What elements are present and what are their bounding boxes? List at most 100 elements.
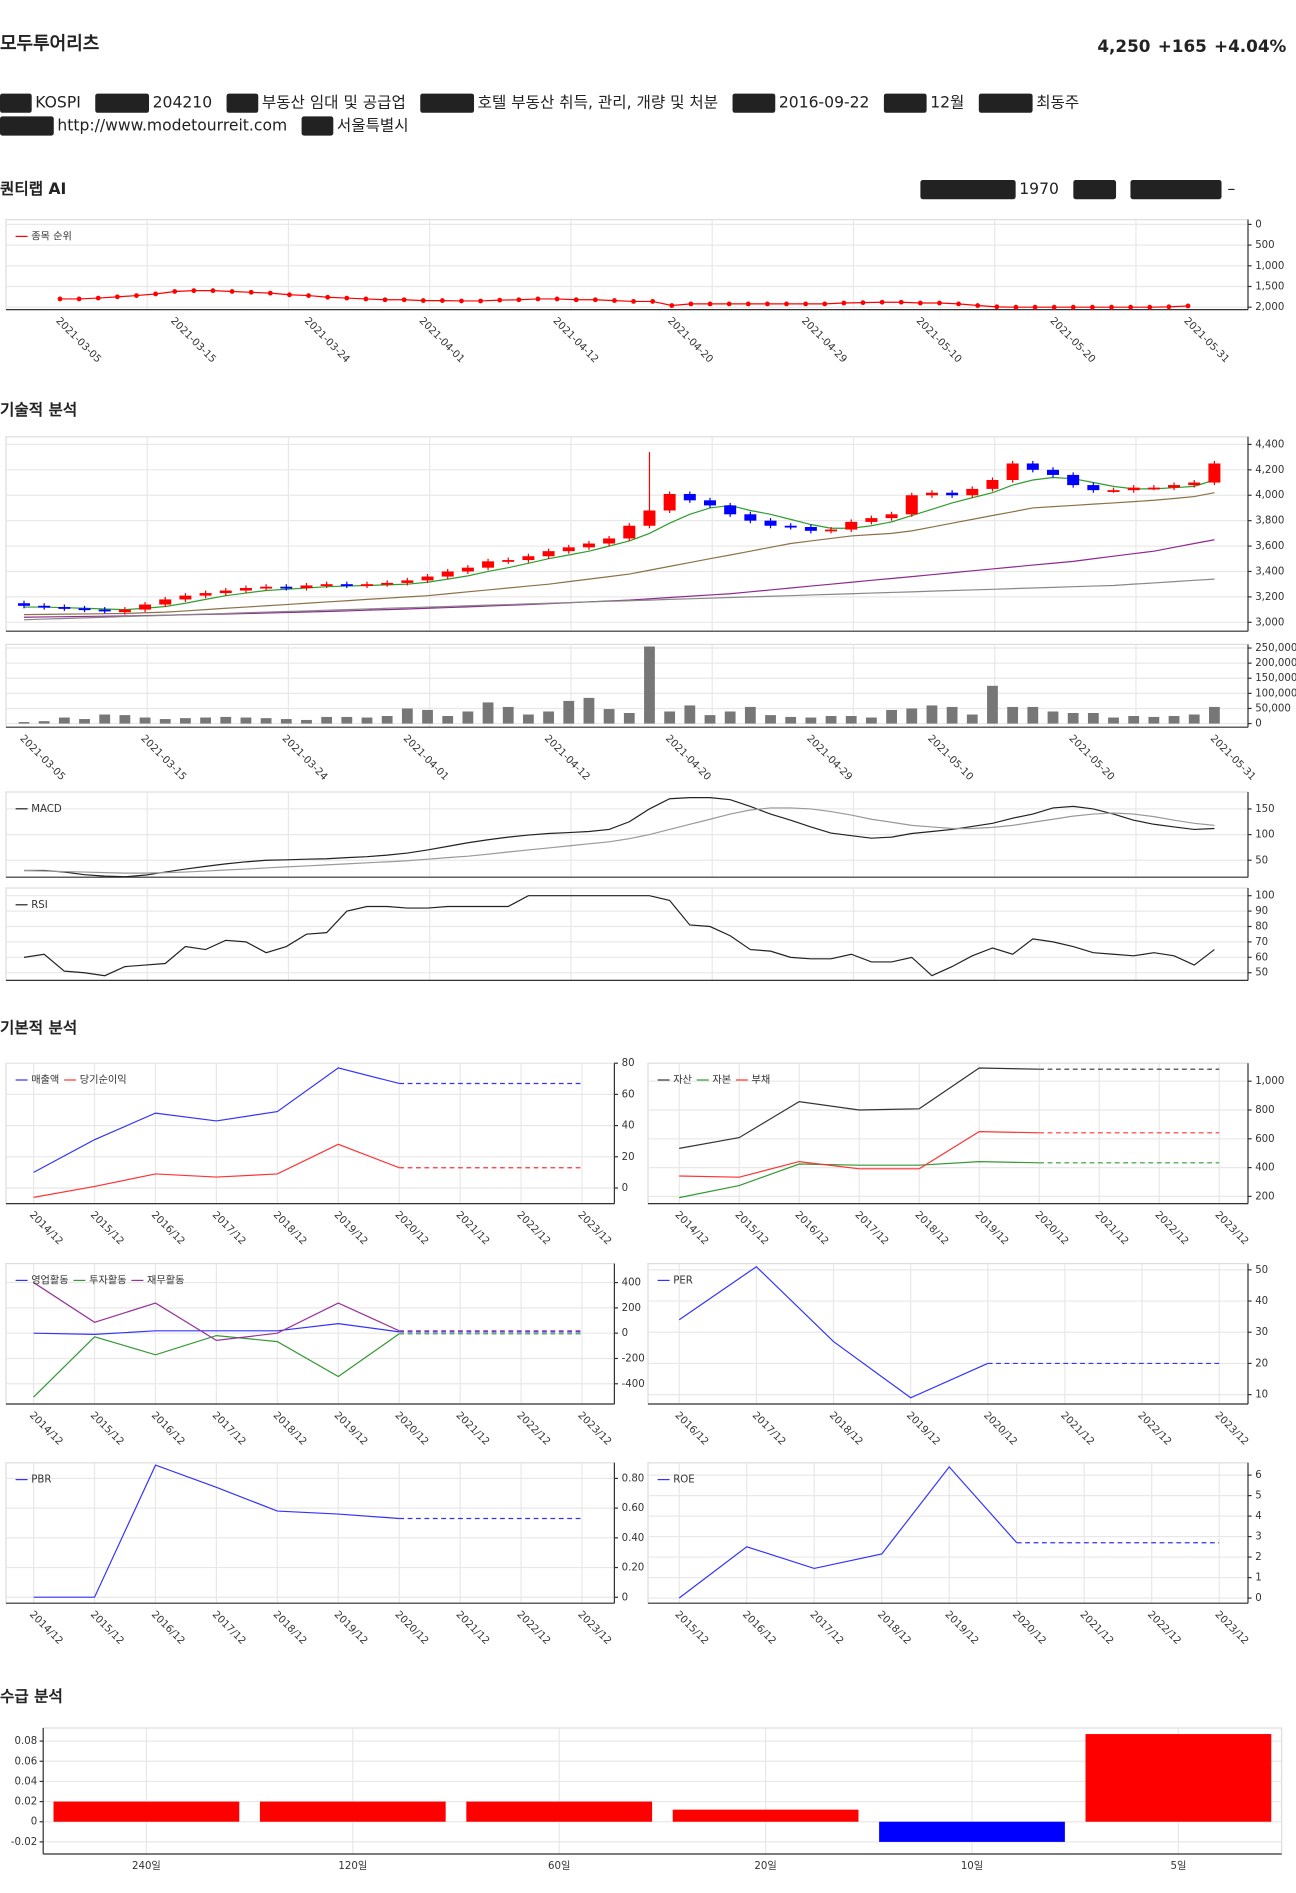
x-tick-label: 2023/12 [575,1410,613,1448]
point [956,301,961,307]
point [153,291,158,297]
candle-body [1208,463,1221,483]
section-title: 수급 분석 [0,1687,63,1705]
candle-body [1067,474,1080,486]
y-tick-label: 100 [1255,891,1274,902]
badge [95,93,150,113]
candle-body [58,607,71,609]
point [401,297,407,303]
bar [180,718,191,724]
point [172,289,178,294]
bar [18,722,30,724]
x-tick-label: 120일 [338,1860,367,1872]
bar [906,708,918,724]
candle-body [461,567,474,572]
badge-label: 업종 [231,96,253,110]
line [24,797,1215,878]
bar [664,711,676,724]
y-tick-label: 0.60 [622,1503,645,1514]
bar [361,717,373,724]
y-tick-label: 10 [1255,1390,1268,1401]
candle-body [522,556,535,561]
candle-body [98,609,111,612]
x-tick-label: 2019/12 [943,1609,981,1647]
bar [53,1801,240,1822]
bar [1128,716,1140,724]
candle-body [683,493,696,501]
bar [886,709,897,724]
line [678,1465,1018,1599]
line [679,1160,1040,1199]
x-tick-label: 2020/12 [981,1410,1019,1448]
y-tick-label: 5 [1255,1491,1261,1502]
point [917,300,923,306]
badge [301,116,334,136]
moving-average [23,539,1215,618]
candle-body [663,493,676,511]
x-tick-label: 2021-04-20 [663,733,713,783]
x-tick-label: 2022/12 [514,1410,552,1448]
point [497,297,503,303]
point [688,301,694,307]
y-tick-label: 60 [1255,952,1268,963]
info-value: 1970 [1019,180,1059,198]
x-tick-label: 240일 [132,1860,161,1872]
x-tick-label: 2014/12 [27,1609,65,1647]
x-tick-label: 2021/12 [1078,1609,1116,1647]
line [33,1067,400,1173]
point [822,301,828,307]
candle-body [623,525,636,539]
info-value: KOSPI [35,94,81,112]
y-tick-label: 500 [1255,240,1274,251]
y-tick-label: 600 [1255,1134,1274,1145]
bar [623,712,635,724]
x-tick-label: 2018/12 [913,1210,951,1248]
candle-body [744,514,757,521]
legend-label: 자본 [712,1074,731,1086]
bar [672,1809,859,1822]
badge [732,93,776,113]
badge-label: 대표자명 [984,95,1028,110]
point [726,301,732,307]
y-tick-label: -0.02 [11,1837,37,1848]
x-tick-label: 2018/12 [271,1210,309,1248]
x-tick-label: 2017/12 [808,1609,846,1647]
x-tick-label: 2014/12 [673,1210,711,1248]
x-tick-label: 2015/12 [88,1609,126,1647]
legend-label: 영업활동 [31,1273,68,1286]
point [554,296,560,302]
plot-frame [5,887,1249,981]
bar [866,717,877,724]
y-tick-label: 200 [622,1303,641,1314]
point [229,289,235,294]
candle-body [582,543,595,548]
y-tick-label: 2,000 [1255,302,1284,313]
candle-body [804,527,817,531]
badge [1073,180,1117,200]
candle-body [825,529,838,532]
badge-label: 지역 [306,118,328,133]
legend-label: 투자활동 [89,1273,127,1286]
x-tick-label: 2021-03-05 [53,316,103,366]
candle-body [1107,490,1120,492]
y-tick-label: 100,000 [1255,688,1296,699]
point [803,301,809,307]
point [784,301,789,307]
y-tick-label: 3,600 [1255,541,1284,552]
bar [502,706,514,724]
point [841,300,847,306]
section-title: 기술적 분석 [0,401,77,419]
price-text: +165 [1158,36,1207,56]
line [679,1067,1040,1149]
candle-body [441,571,454,577]
bar [926,705,938,724]
x-tick-label: 2021-04-01 [417,316,467,366]
line [23,807,1215,874]
y-tick-label: 0.40 [622,1533,645,1544]
point [516,297,522,303]
candle-body [118,609,131,613]
point [210,288,216,294]
info-value[interactable]: http://www.modetourreit.com [57,117,287,135]
y-tick-label: 40 [622,1121,635,1132]
x-tick-label: 2021-03-24 [302,316,352,366]
